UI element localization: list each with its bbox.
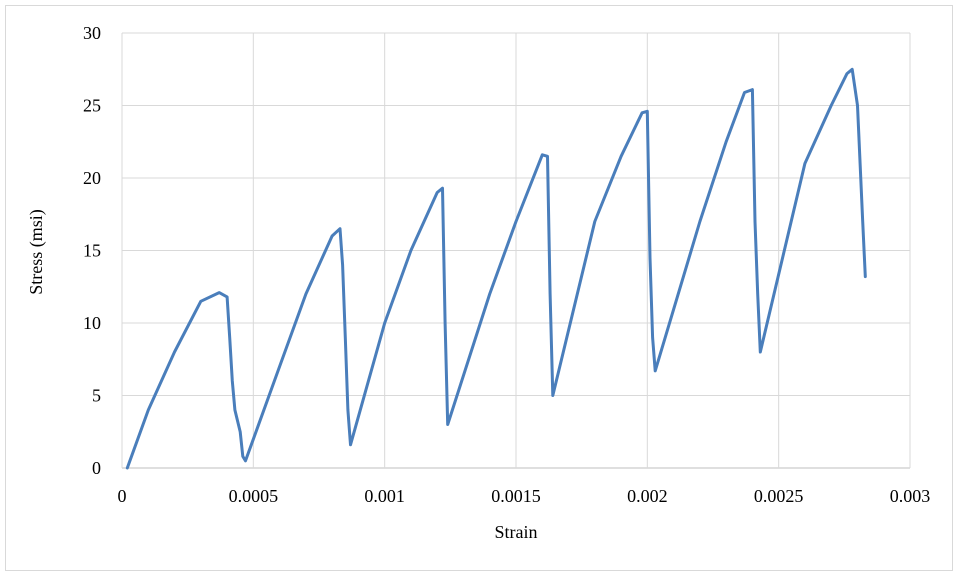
y-tick-label: 20: [83, 168, 101, 188]
y-tick-label: 5: [92, 386, 101, 406]
x-tick-label: 0.002: [627, 486, 668, 506]
chart-frame: [5, 5, 953, 571]
x-tick-label: 0.0005: [229, 486, 279, 506]
y-tick-label: 25: [83, 96, 101, 116]
x-tick-label: 0.001: [364, 486, 405, 506]
x-tick-label: 0.003: [890, 486, 931, 506]
x-tick-label: 0.0025: [754, 486, 804, 506]
y-axis-title: Stress (msi): [26, 209, 47, 295]
x-axis-title: Strain: [495, 522, 538, 542]
grid-lines: [121, 32, 911, 469]
series-layer: [125, 67, 867, 470]
x-tick-label: 0: [118, 486, 127, 506]
series-line: [125, 67, 867, 470]
tick-labels: 0 5 10 15 20 25 30 0 0.0005 0.001 0.0015 0.002 0.002…: [83, 23, 930, 506]
y-tick-label: 0: [92, 458, 101, 478]
x-tick-label: 0.0015: [491, 486, 541, 506]
y-tick-label: 15: [83, 241, 101, 261]
y-tick-label: 30: [83, 23, 101, 43]
y-tick-label: 10: [83, 313, 101, 333]
